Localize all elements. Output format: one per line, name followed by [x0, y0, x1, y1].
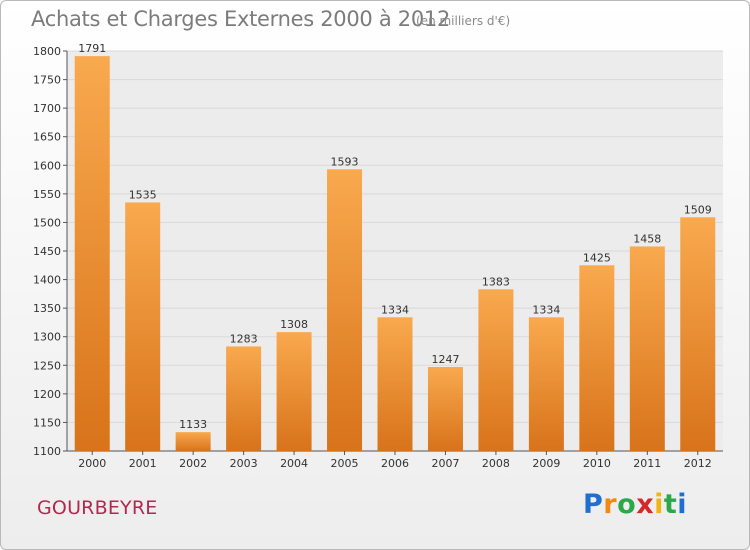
y-tick-label: 1150 [33, 416, 61, 429]
bar-value-label: 1247 [431, 353, 459, 366]
proxiti-logo: Proxiti [583, 489, 688, 520]
bar [427, 367, 463, 451]
bar-value-label: 1334 [532, 303, 560, 316]
bar [327, 169, 363, 452]
bar [226, 346, 262, 451]
x-tick-label: 2010 [583, 457, 611, 470]
y-tick-label: 1200 [33, 388, 61, 401]
bar-value-label: 1334 [381, 303, 409, 316]
chart-title: Achats et Charges Externes 2000 à 2012 [31, 7, 451, 31]
y-tick-label: 1800 [33, 45, 61, 58]
chart-subtitle: (en milliers d'€) [416, 14, 511, 28]
y-tick-label: 1350 [33, 302, 61, 315]
y-tick-label: 1250 [33, 359, 61, 372]
bar-value-label: 1593 [331, 155, 359, 168]
y-tick-label: 1650 [33, 131, 61, 144]
y-tick-label: 1500 [33, 216, 61, 229]
y-tick-label: 1700 [33, 102, 61, 115]
x-tick-label: 2009 [532, 457, 560, 470]
bar [579, 265, 615, 451]
bar-value-label: 1383 [482, 275, 510, 288]
bar-value-label: 1509 [684, 203, 712, 216]
x-tick-label: 2012 [684, 457, 712, 470]
bar-value-label: 1308 [280, 318, 308, 331]
bar [528, 317, 564, 451]
bar-value-label: 1458 [633, 232, 661, 245]
y-tick-label: 1450 [33, 245, 61, 258]
bar [175, 432, 211, 451]
y-tick-label: 1300 [33, 331, 61, 344]
x-tick-label: 2007 [431, 457, 459, 470]
x-tick-label: 2003 [230, 457, 258, 470]
x-tick-label: 2004 [280, 457, 308, 470]
y-tick-label: 1600 [33, 159, 61, 172]
y-tick-label: 1750 [33, 74, 61, 87]
x-tick-label: 2002 [179, 457, 207, 470]
bar [629, 246, 665, 451]
x-tick-label: 2011 [633, 457, 661, 470]
bar [276, 332, 312, 451]
location-label: GOURBEYRE [37, 497, 158, 519]
bar [125, 202, 161, 451]
y-tick-label: 1100 [33, 445, 61, 458]
bar [377, 317, 413, 451]
x-tick-label: 2000 [78, 457, 106, 470]
y-tick-label: 1550 [33, 188, 61, 201]
bar [680, 217, 716, 451]
x-tick-label: 2005 [331, 457, 359, 470]
y-tick-label: 1400 [33, 274, 61, 287]
x-tick-label: 2001 [129, 457, 157, 470]
bar [478, 289, 514, 451]
bar [74, 56, 110, 452]
bar-value-label: 1425 [583, 251, 611, 264]
bar-value-label: 1535 [129, 188, 157, 201]
bar-value-label: 1283 [230, 332, 258, 345]
x-tick-label: 2008 [482, 457, 510, 470]
bar-value-label: 1791 [78, 42, 106, 55]
x-tick-label: 2006 [381, 457, 409, 470]
bar-value-label: 1133 [179, 418, 207, 431]
